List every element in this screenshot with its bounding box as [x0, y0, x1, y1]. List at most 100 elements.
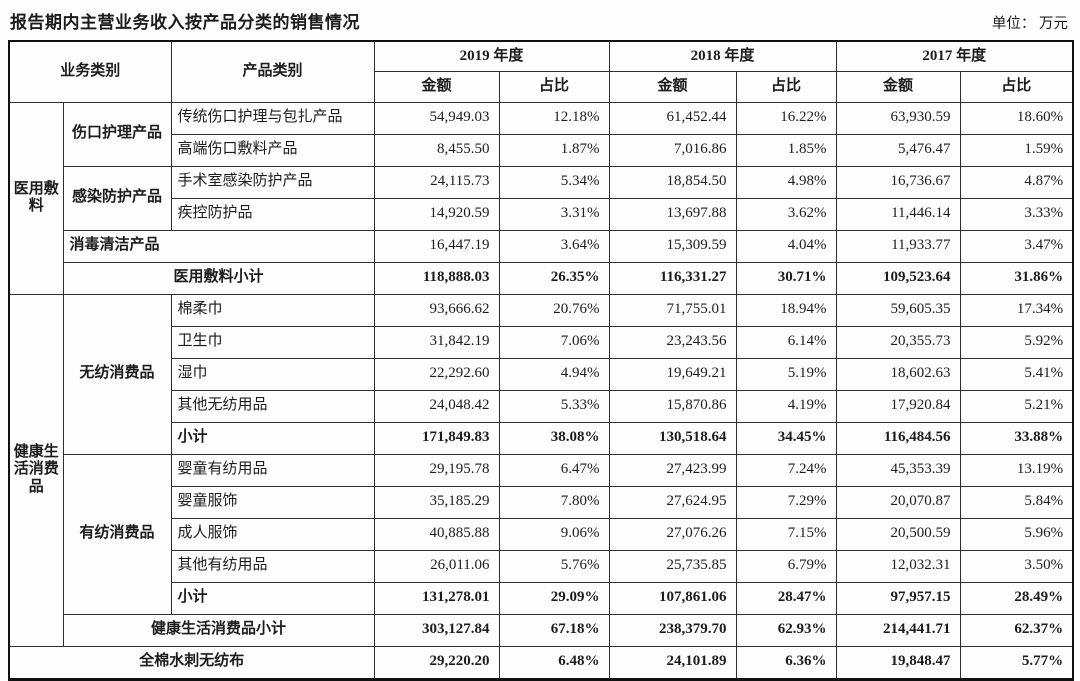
header-bar: 报告期内主营业务收入按产品分类的销售情况 单位： 万元 — [8, 6, 1072, 40]
cell-ratio-2019: 9.06% — [498, 517, 610, 551]
cell-ratio-2017: 13.19% — [959, 453, 1074, 487]
cell-amount-2017: 20,070.87 — [835, 485, 961, 519]
cell-ratio-2018: 18.94% — [735, 293, 837, 327]
cell-amount-2019: 131,278.01 — [373, 581, 500, 615]
table-row: 消毒清洁产品 16,447.19 3.64% 15,309.59 4.04% 1… — [9, 229, 1074, 263]
cell-amount-2017: 109,523.64 — [835, 261, 961, 295]
cell-amount-2017: 45,353.39 — [835, 453, 961, 487]
cell-subgroup-infection-protection: 感染防护产品 — [62, 165, 172, 231]
table-row: 感染防护产品 手术室感染防护产品 24,115.73 5.34% 18,854.… — [9, 165, 1074, 231]
table-row: 成人服饰 40,885.88 9.06% 27,076.26 7.15% 20,… — [9, 517, 1074, 551]
cell-amount-2017: 20,500.59 — [835, 517, 961, 551]
cell-ratio-2019: 7.80% — [498, 485, 610, 519]
cell-ratio-2018: 7.24% — [735, 453, 837, 487]
cell-product: 婴童服饰 — [170, 485, 375, 519]
cell-amount-2018: 71,755.01 — [608, 293, 737, 327]
cell-ratio-2017: 3.47% — [959, 229, 1074, 263]
table-row: 卫生巾 31,842.19 7.06% 23,243.56 6.14% 20,3… — [9, 325, 1074, 359]
cell-amount-2019: 22,292.60 — [373, 357, 500, 391]
cell-ratio-2019: 29.09% — [498, 581, 610, 615]
cell-ratio-2017: 5.92% — [959, 325, 1074, 359]
cell-amount-2018: 15,870.86 — [608, 389, 737, 423]
cell-ratio-2017: 17.34% — [959, 293, 1074, 327]
report-title: 报告期内主营业务收入按产品分类的销售情况 — [10, 13, 360, 32]
cell-amount-2019: 31,842.19 — [373, 325, 500, 359]
cell-ratio-2017: 5.41% — [959, 357, 1074, 391]
cell-amount-2017: 17,920.84 — [835, 389, 961, 423]
cell-ratio-2017: 62.37% — [959, 613, 1074, 647]
cell-ratio-2017: 33.88% — [959, 421, 1074, 455]
table-row: 婴童服饰 35,185.29 7.80% 27,624.95 7.29% 20,… — [9, 485, 1074, 519]
cell-ratio-2018: 3.62% — [735, 197, 837, 231]
cell-subtotal-label: 小计 — [170, 421, 375, 455]
cell-ratio-2017: 5.96% — [959, 517, 1074, 551]
cell-amount-2019: 93,666.62 — [373, 293, 500, 327]
cell-ratio-2018: 6.14% — [735, 325, 837, 359]
cell-ratio-2019: 12.18% — [498, 101, 610, 135]
cell-ratio-2019: 6.47% — [498, 453, 610, 487]
header-row-years: 业务类别 产品类别 2019 年度 2018 年度 2017 年度 — [8, 40, 1074, 103]
cell-ratio-2019: 7.06% — [498, 325, 610, 359]
table-row: 湿巾 22,292.60 4.94% 19,649.21 5.19% 18,60… — [9, 357, 1074, 391]
cell-ratio-2018: 16.22% — [735, 101, 837, 135]
cell-ratio-2017: 3.33% — [959, 197, 1074, 231]
cell-ratio-2017: 4.87% — [959, 165, 1074, 199]
cell-amount-2018: 19,649.21 — [608, 357, 737, 391]
col-ratio-2017: 占比 — [959, 70, 1074, 103]
cell-amount-2018: 130,518.64 — [608, 421, 737, 455]
cell-ratio-2019: 38.08% — [498, 421, 610, 455]
cell-ratio-2017: 28.49% — [959, 581, 1074, 615]
col-amount-2019: 金额 — [373, 70, 500, 103]
cell-ratio-2017: 18.60% — [959, 101, 1074, 135]
cell-subgroup-woven: 有纺消费品 — [62, 453, 172, 615]
table-row: 疾控防护品 14,920.59 3.31% 13,697.88 3.62% 11… — [9, 197, 1074, 231]
cell-subtotal-label: 健康生活消费品小计 — [62, 613, 375, 647]
cell-amount-2018: 25,735.85 — [608, 549, 737, 583]
cell-ratio-2018: 6.79% — [735, 549, 837, 583]
cell-product: 其他无纺用品 — [170, 389, 375, 423]
table-row: 有纺消费品 婴童有纺用品 29,195.78 6.47% 27,423.99 7… — [9, 453, 1074, 615]
col-year-2019: 2019 年度 — [373, 40, 610, 72]
cell-subgroup-wound-care: 伤口护理产品 — [62, 101, 172, 167]
cell-amount-2018: 238,379.70 — [608, 613, 737, 647]
cell-amount-2019: 14,920.59 — [373, 197, 500, 231]
table-row-subtotal-woven: 小计 131,278.01 29.09% 107,861.06 28.47% 9… — [9, 581, 1074, 615]
col-amount-2018: 金额 — [608, 70, 737, 103]
cell-ratio-2018: 34.45% — [735, 421, 837, 455]
table-row-subtotal-healthy-life: 健康生活消费品小计 303,127.84 67.18% 238,379.70 6… — [9, 613, 1074, 647]
cell-product: 疾控防护品 — [170, 197, 375, 231]
cell-product: 湿巾 — [170, 357, 375, 391]
cell-ratio-2018: 4.98% — [735, 165, 837, 199]
cell-amount-2019: 24,048.42 — [373, 389, 500, 423]
cell-ratio-2018: 28.47% — [735, 581, 837, 615]
cell-ratio-2019: 4.94% — [498, 357, 610, 391]
cell-amount-2017: 59,605.35 — [835, 293, 961, 327]
cell-ratio-2019: 67.18% — [498, 613, 610, 647]
cell-amount-2019: 54,949.03 — [373, 101, 500, 135]
cell-subtotal-label: 小计 — [170, 581, 375, 615]
cell-amount-2018: 18,854.50 — [608, 165, 737, 199]
cell-ratio-2019: 3.64% — [498, 229, 610, 263]
cell-amount-2019: 24,115.73 — [373, 165, 500, 199]
cell-amount-2017: 18,602.63 — [835, 357, 961, 391]
table-row-subtotal-nonwoven: 小计 171,849.83 38.08% 130,518.64 34.45% 1… — [9, 421, 1074, 455]
cell-ratio-2018: 7.29% — [735, 485, 837, 519]
cell-amount-2019: 16,447.19 — [373, 229, 500, 263]
col-ratio-2018: 占比 — [735, 70, 837, 103]
table-row: 高端伤口敷料产品 8,455.50 1.87% 7,016.86 1.85% 5… — [9, 133, 1074, 167]
cell-product: 成人服饰 — [170, 517, 375, 551]
cell-amount-2019: 8,455.50 — [373, 133, 500, 167]
cell-amount-2018: 13,697.88 — [608, 197, 737, 231]
cell-product: 卫生巾 — [170, 325, 375, 359]
cell-amount-2018: 116,331.27 — [608, 261, 737, 295]
cell-amount-2019: 303,127.84 — [373, 613, 500, 647]
cell-amount-2018: 23,243.56 — [608, 325, 737, 359]
cell-amount-2017: 20,355.73 — [835, 325, 961, 359]
cell-ratio-2017: 3.50% — [959, 549, 1074, 583]
cell-ratio-2018: 62.93% — [735, 613, 837, 647]
header-row-measures: 金额 占比 金额 占比 金额 占比 — [9, 70, 1074, 103]
col-year-2018: 2018 年度 — [608, 40, 837, 72]
table-row: 其他有纺用品 26,011.06 5.76% 25,735.85 6.79% 1… — [9, 549, 1074, 583]
cell-amount-2017: 11,933.77 — [835, 229, 961, 263]
